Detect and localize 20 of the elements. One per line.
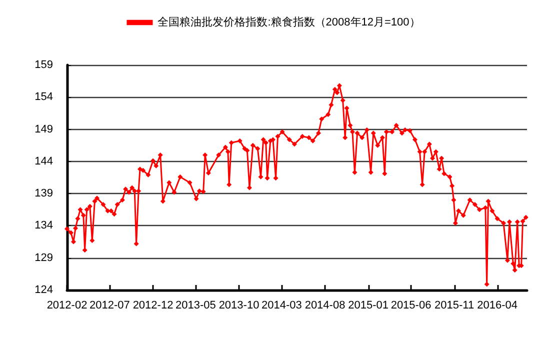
x-tick-label: 2014-03 xyxy=(262,300,302,312)
y-tick-label: 124 xyxy=(34,284,53,296)
y-tick-label: 144 xyxy=(34,155,53,168)
x-tick-label: 2015-06 xyxy=(390,300,432,312)
x-tick-label: 2015-11 xyxy=(434,300,474,312)
x-tick-label: 2012-07 xyxy=(90,300,130,312)
x-tick-label: 2013-05 xyxy=(176,300,216,312)
legend-label: 全国粮油批发价格指数:粮食指数（2008年12月=100） xyxy=(158,16,420,28)
y-tick-label: 134 xyxy=(34,220,53,232)
x-tick-label: 2013-10 xyxy=(218,300,260,312)
y-tick-label: 149 xyxy=(34,123,53,136)
x-tick-label: 2015-01 xyxy=(348,300,388,312)
x-tick-label: 2012-12 xyxy=(132,300,174,312)
y-tick-label: 154 xyxy=(34,91,53,104)
y-tick-label: 129 xyxy=(34,252,53,264)
y-tick-label: 159 xyxy=(34,59,53,71)
y-tick-label: 139 xyxy=(34,188,53,200)
x-tick-label: 2016-04 xyxy=(477,300,518,312)
x-tick-label: 2012-02 xyxy=(46,300,88,312)
x-tick-label: 2014-08 xyxy=(304,300,346,312)
